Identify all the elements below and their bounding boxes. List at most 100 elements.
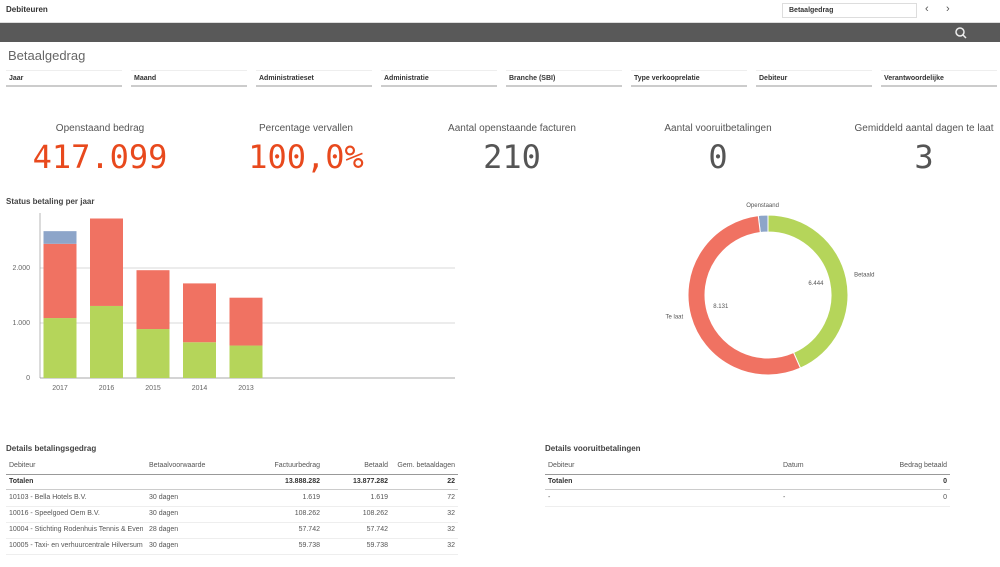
slice-value-label: 8.131 xyxy=(713,304,729,310)
slice-label: Openstaand xyxy=(746,203,779,209)
table-cell: 108.262 xyxy=(362,510,388,517)
column-header[interactable]: Datum xyxy=(783,462,804,469)
donut-slice xyxy=(687,215,802,376)
bar-segment xyxy=(229,345,263,378)
x-tick-label: 2017 xyxy=(52,385,68,392)
bar-segment xyxy=(90,305,123,378)
x-tick-label: 2016 xyxy=(99,385,115,392)
bar-segment xyxy=(229,297,263,346)
table-cell: - xyxy=(548,494,551,501)
slice-label: Te laat xyxy=(666,314,684,320)
filter[interactable]: Branche (SBI) xyxy=(506,70,622,87)
table-title: Details vooruitbetalingen xyxy=(545,444,641,453)
totals-rule xyxy=(6,489,458,490)
table-cell: 57.742 xyxy=(366,526,388,533)
x-tick-label: 2014 xyxy=(192,385,208,392)
table-cell: 30 dagen xyxy=(149,542,179,549)
kpi-label: Aantal vooruitbetalingen xyxy=(664,123,772,134)
row-rule xyxy=(545,506,950,507)
filter[interactable]: Jaar xyxy=(6,70,122,87)
filter[interactable]: Administratie xyxy=(381,70,497,87)
sheet-selector-label: Betaalgedrag xyxy=(789,7,834,14)
totals-label: Totalen xyxy=(548,478,573,485)
table-cell: 10016 - Speelgoed Oem B.V. xyxy=(9,510,100,517)
table-cell: 30 dagen xyxy=(149,494,179,501)
table-cell: 30 dagen xyxy=(149,510,179,517)
table-cell: - xyxy=(783,494,786,501)
filter[interactable]: Maand xyxy=(131,70,247,87)
kpi-value: 0 xyxy=(708,138,728,176)
bar-chart-title: Status betaling per jaar xyxy=(6,197,95,206)
table-cell: 32 xyxy=(447,542,455,549)
header-rule xyxy=(545,474,950,475)
header-rule xyxy=(6,474,458,475)
totals-value: 13.877.282 xyxy=(352,478,388,485)
donut-slice xyxy=(767,214,849,369)
column-header[interactable]: Bedrag betaald xyxy=(899,462,947,469)
row-rule xyxy=(6,538,458,539)
column-header[interactable]: Betaald xyxy=(364,462,388,469)
table-cell: 1.619 xyxy=(370,494,388,501)
filter[interactable]: Debiteur xyxy=(756,70,872,87)
kpi-label: Aantal openstaande facturen xyxy=(448,123,576,134)
next-button[interactable]: › xyxy=(946,3,950,15)
kpi-value: 3 xyxy=(914,138,934,176)
table-cell: 57.742 xyxy=(298,526,320,533)
sheet-title: Betaalgedrag xyxy=(8,48,86,63)
column-header[interactable]: Factuurbedrag xyxy=(274,462,320,469)
bar-segment xyxy=(43,318,77,378)
bar-segment xyxy=(90,218,123,306)
row-rule xyxy=(6,554,458,555)
table-cell: 32 xyxy=(447,526,455,533)
totals-value: 13.888.282 xyxy=(284,478,320,485)
x-tick-label: 2013 xyxy=(238,385,254,392)
prev-button[interactable]: ‹ xyxy=(925,3,929,15)
column-header[interactable]: Debiteur xyxy=(9,462,36,469)
donut-chart: Openstaand Betaald 6.444 Te laat 8.131 xyxy=(666,203,874,376)
search-icon[interactable] xyxy=(954,26,968,40)
bar-segment xyxy=(183,283,216,343)
table-cell: 72 xyxy=(447,494,455,501)
x-tick-label: 2015 xyxy=(145,385,161,392)
table-title: Details betalingsgedrag xyxy=(6,444,97,453)
table-cell: 59.738 xyxy=(298,542,320,549)
sheet-selector[interactable]: Betaalgedrag xyxy=(782,3,917,18)
y-tick-label: 0 xyxy=(26,375,30,382)
table-cell: 28 dagen xyxy=(149,526,179,533)
totals-rule xyxy=(545,489,950,490)
table-cell: 1.619 xyxy=(302,494,320,501)
bar-segment xyxy=(183,342,216,378)
table-cell: 32 xyxy=(447,510,455,517)
kpi-value: 210 xyxy=(483,138,541,176)
table-cell: 10005 - Taxi- en verhuurcentrale Hilvers… xyxy=(9,542,143,549)
slice-label: Betaald xyxy=(854,273,874,279)
filter[interactable]: Administratieset xyxy=(256,70,372,87)
filter[interactable]: Verantwoordelijke xyxy=(881,70,997,87)
app-title[interactable]: Debiteuren xyxy=(6,5,48,14)
table-cell: 10103 - Bella Hotels B.V. xyxy=(9,494,87,501)
column-header[interactable]: Betaalvoorwaarde xyxy=(149,462,206,469)
column-header[interactable]: Gem. betaaldagen xyxy=(397,462,455,469)
bar-segment xyxy=(43,231,77,244)
table-cell: 10004 - Stichting Rodenhuis Tennis & Eve… xyxy=(9,526,143,533)
kpi-value: 100,0% xyxy=(248,138,364,176)
totals-value: 0 xyxy=(943,478,947,485)
totals-label: Totalen xyxy=(9,478,34,485)
kpi-value: 417.099 xyxy=(32,138,168,176)
kpi-label: Gemiddeld aantal dagen te laat xyxy=(854,123,994,134)
table-cell: 0 xyxy=(943,494,947,501)
y-tick-label: 2.000 xyxy=(12,265,30,272)
table-cell: 108.262 xyxy=(294,510,320,517)
bar-chart: 0 1.000 2.000 2017 2016 2015 2014 2013 xyxy=(12,213,455,392)
table-cell: 59.738 xyxy=(366,542,388,549)
slice-value-label: 6.444 xyxy=(808,281,824,287)
bar-segment xyxy=(136,270,170,330)
column-header[interactable]: Debiteur xyxy=(548,462,575,469)
bar-segment xyxy=(136,329,170,378)
row-rule xyxy=(6,506,458,507)
filter[interactable]: Type verkooprelatie xyxy=(631,70,747,87)
kpi-label: Openstaand bedrag xyxy=(55,123,145,134)
y-tick-label: 1.000 xyxy=(12,320,30,327)
toolbar xyxy=(0,23,1000,42)
